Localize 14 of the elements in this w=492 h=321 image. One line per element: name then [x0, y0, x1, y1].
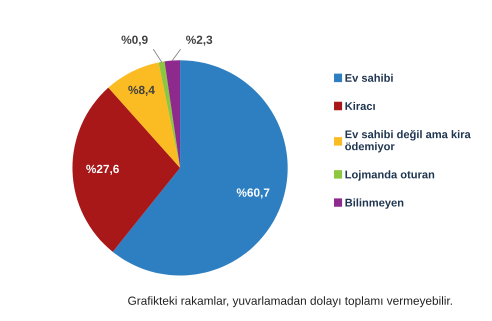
data-label: %27,6 — [86, 164, 119, 175]
legend-label: Ev sahibi — [345, 74, 393, 82]
legend-label: Ev sahibi değil ama kira ödemiyor — [345, 130, 471, 152]
data-label: %0,9 — [121, 36, 148, 46]
pie-slice — [158, 61, 180, 168]
legend-label: Kiracı — [345, 102, 375, 110]
legend-label: Lojmanda oturan — [345, 170, 434, 181]
pie-slice — [164, 60, 180, 168]
legend-label: Bilinmeyen — [345, 198, 404, 209]
data-label: %8,4 — [128, 86, 155, 96]
data-label: %60,7 — [236, 188, 270, 198]
pie-slice — [72, 88, 180, 252]
text: Grafikteki rakamlar, yuvarlamadan dolayı toplamı vermeyebilir. — [128, 296, 452, 308]
data-label: %2,3 — [186, 36, 212, 46]
